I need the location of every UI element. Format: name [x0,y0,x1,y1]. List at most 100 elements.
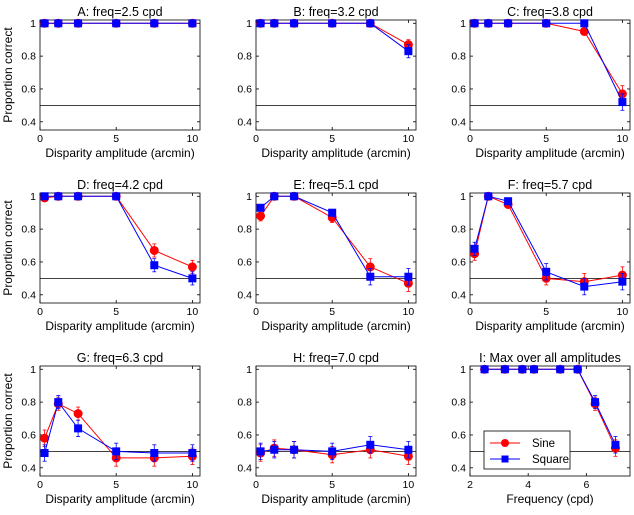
axes-box [39,19,201,131]
y-tick-label: 0.8 [21,224,36,236]
data-point-square [366,19,375,28]
data-point-square [188,19,197,28]
data-point-square [591,398,600,407]
series-sine [40,396,197,467]
x-tick-label: 0 [467,133,473,145]
data-point-square [40,449,49,458]
x-axis-label: Disparity amplitude (arcmin) [475,146,624,160]
data-point-square [580,282,589,291]
y-tick-label: 1 [460,18,466,30]
y-tick-label: 0.6 [21,83,36,95]
y-tick-label: 0.8 [451,397,466,409]
series-line-square [474,22,623,103]
panel-title: I: Max over all amplitudes [479,351,621,365]
x-tick-label: 5 [113,133,119,145]
data-point-square [290,445,299,454]
data-point-sine [73,409,83,419]
y-tick-label: 1 [246,191,252,203]
axes-box [255,192,417,304]
series-square [470,192,627,296]
panel-title: A: freq=2.5 cpd [77,5,162,19]
data-point-square [188,449,197,458]
x-axis-label: Disparity amplitude (arcmin) [45,146,194,160]
y-tick-label: 0.4 [451,289,466,301]
x-tick-label: 0 [253,133,259,145]
y-tick-label: 0.8 [451,51,466,63]
x-axis-label: Disparity amplitude (arcmin) [261,146,410,160]
data-point-square [256,203,265,212]
x-axis-label: Disparity amplitude (arcmin) [261,319,410,333]
y-tick-label: 0.6 [21,256,36,268]
series-square [480,365,620,454]
x-tick-label: 10 [403,479,415,491]
y-tick-label: 1 [30,18,36,30]
data-point-square [112,19,121,28]
axes-box [469,19,631,131]
panel-c: C: freq=3.8 cpd 0 5 10 0.4 0.6 0.8 1 Disparity a… [451,5,631,160]
data-point-square [556,365,565,374]
data-point-square [530,365,538,374]
y-tick-label: 1 [460,364,466,376]
x-tick-label: 0 [37,479,43,491]
panel-e: E: freq=5.1 cpd 0 5 10 0.4 0.6 0.8 1 Disparity a… [237,178,417,333]
x-tick-label: 0 [253,479,259,491]
axes-box [255,365,417,477]
data-point-square [504,197,513,206]
legend: Sine Square [483,430,571,470]
panel-f: F: freq=5.7 cpd 0 5 10 0.4 0.6 0.8 1 Disparity a… [451,178,631,333]
x-tick-label: 0 [467,306,473,318]
series-line-square [44,400,193,454]
data-point-square [618,98,627,107]
data-point-square [470,244,479,253]
y-tick-label: 0.6 [237,429,252,441]
data-point-sine [256,211,266,221]
data-point-square [54,19,63,28]
y-tick-label: 0.4 [21,289,36,301]
x-axis-label: Disparity amplitude (arcmin) [45,319,194,333]
panel-h: H: freq=7.0 cpd 0 5 10 0.4 0.6 0.8 1 Disparity a… [237,351,417,506]
data-point-square [542,19,551,28]
x-axis-label: Frequency (cpd) [506,492,593,506]
panel-g: G: freq=6.3 cpd 0 5 10 0.4 0.6 0.8 1 Disparity a… [1,351,201,506]
x-axis-label: Disparity amplitude (arcmin) [45,492,194,506]
x-tick-label: 10 [403,306,415,318]
x-tick-label: 5 [543,133,549,145]
data-point-square [500,365,509,374]
panel-d: D: freq=4.2 cpd 0 5 10 0.4 0.6 0.8 1 Disparity a… [1,178,201,333]
series-sine [40,191,197,274]
panel-title: B: freq=3.2 cpd [293,5,378,19]
data-point-square [270,445,279,454]
y-tick-label: 0.8 [237,51,252,63]
x-tick-label: 5 [329,479,335,491]
y-tick-label: 0.8 [237,397,252,409]
data-point-square [618,277,627,286]
axes-box [469,365,631,477]
y-tick-label: 1 [30,191,36,203]
axes-box [469,192,631,304]
y-tick-label: 1 [460,191,466,203]
x-tick-label: 6 [583,479,589,491]
y-tick-label: 0.6 [451,83,466,95]
data-point-square [480,365,489,374]
y-tick-label: 0.6 [237,256,252,268]
x-tick-label: 5 [329,306,335,318]
y-tick-label: 0.4 [451,462,466,474]
data-point-square [470,19,479,28]
data-point-square [328,208,337,217]
x-tick-label: 5 [113,479,119,491]
series-square [470,19,627,111]
panel-title: G: freq=6.3 cpd [77,351,164,365]
series-line-sine [44,195,193,268]
series-line-square [260,195,409,278]
data-point-square [404,47,413,56]
panel-b: B: freq=3.2 cpd 0 5 10 0.4 0.6 0.8 1 Disparity a… [237,5,417,160]
y-tick-label: 0.8 [21,397,36,409]
data-point-square [74,424,83,433]
data-point-square [74,192,83,201]
axes-box [255,19,417,131]
y-tick-label: 0.4 [21,116,36,128]
y-tick-label: 1 [30,364,36,376]
data-point-square [54,398,63,407]
series-line-square [44,195,193,279]
